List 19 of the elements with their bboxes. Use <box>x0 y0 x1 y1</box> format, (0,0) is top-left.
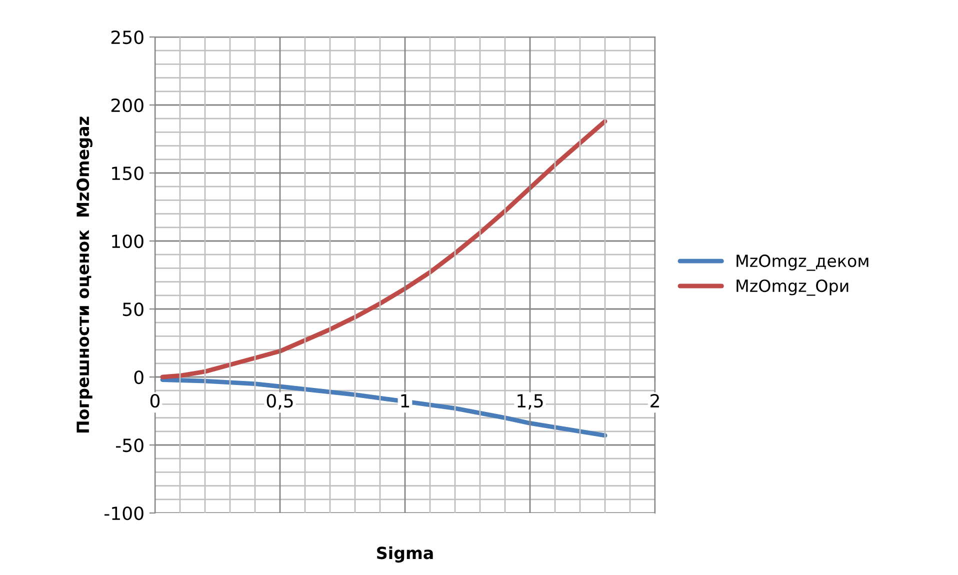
legend-label: MzOmgz_Ори <box>736 279 848 296</box>
y-tick-label: 250 <box>111 30 144 44</box>
y-tick-label: -50 <box>116 438 144 452</box>
y-tick-label: 200 <box>111 98 144 112</box>
y-tick-label: -100 <box>104 506 144 520</box>
x-axis-title: Sigma <box>377 546 433 563</box>
y-tick-label: 0 <box>134 370 144 384</box>
x-tick-label: 1,5 <box>518 394 543 410</box>
x-tick-label: 1 <box>401 394 410 408</box>
y-tick-label: 50 <box>123 302 144 316</box>
y-tick-label: 150 <box>112 166 144 180</box>
y-tick-label: 100 <box>112 234 144 248</box>
y-axis-title: Погрешности оценок MzOmegaz <box>76 116 92 432</box>
x-tick-label: 0 <box>150 394 160 408</box>
x-tick-label: 2 <box>650 394 659 408</box>
x-tick-label: 0,5 <box>266 394 293 410</box>
line-series <box>160 119 608 380</box>
legend-label: MzOmgz_деком <box>736 254 868 271</box>
line-series <box>160 377 608 438</box>
